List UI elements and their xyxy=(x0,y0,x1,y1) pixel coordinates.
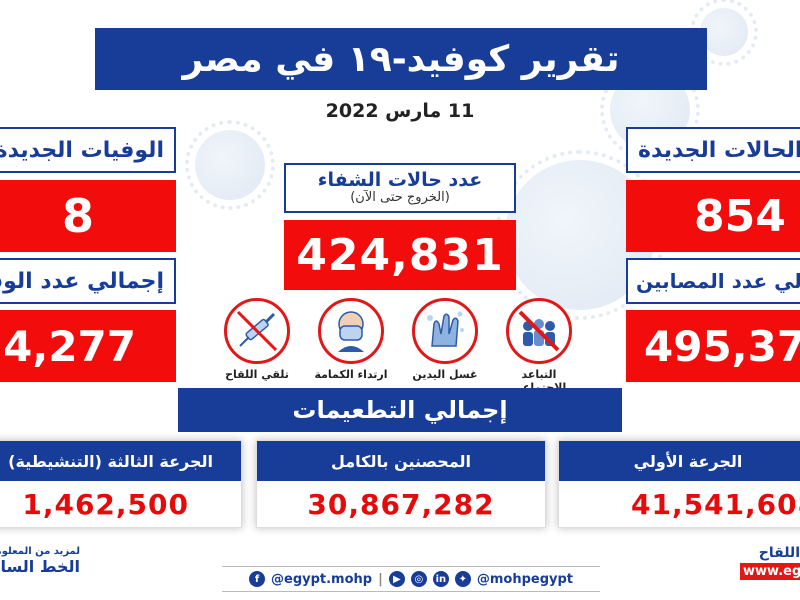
hand-washing-icon xyxy=(412,298,478,364)
instagram-icon[interactable]: ◎ xyxy=(410,571,427,587)
new-deaths-label-text: الوفيات الجديدة xyxy=(0,137,164,163)
face-mask-label: ارتداء الكمامة xyxy=(314,368,388,381)
footer-url[interactable]: www.egy xyxy=(740,563,800,580)
total-deaths-label-text: إجمالي عدد الوفيات xyxy=(0,268,164,294)
fully-vaccinated-value: 30,867,282 xyxy=(307,487,495,521)
new-cases-label: الحالات الجديدة xyxy=(626,127,800,173)
virus-decoration xyxy=(185,120,275,210)
new-cases-label-text: الحالات الجديدة xyxy=(638,137,800,163)
facebook-handle[interactable]: @egypt.mohp xyxy=(271,571,373,587)
youtube-icon[interactable]: ▶ xyxy=(388,571,405,587)
total-cases-label-text: إجمالي عدد المصابين xyxy=(636,269,800,293)
total-cases-label: إجمالي عدد المصابين xyxy=(626,258,800,304)
twitter-icon[interactable]: ✦ xyxy=(454,571,471,587)
vaccinations-banner: إجمالي التطعيمات xyxy=(178,388,622,432)
recovered-value: 424,831 xyxy=(284,220,516,290)
report-date: 11 مارس 2022 xyxy=(325,100,475,122)
recovered-sub-label: (الخروج حتى الآن) xyxy=(350,190,450,206)
first-dose-value: 41,541,608 xyxy=(631,487,800,521)
social-distancing-icon xyxy=(506,298,572,364)
linkedin-icon[interactable]: in xyxy=(432,571,449,587)
total-deaths-value: 24,277 xyxy=(0,310,176,382)
new-deaths-label: الوفيات الجديدة xyxy=(0,127,176,173)
footer-social-bar: f @egypt.mohp | ▶ ◎ in ✦ @mohpegypt xyxy=(222,566,600,592)
footer-info-left: لمزيد من المعلومات الخط الساخن xyxy=(0,546,80,576)
footer-hotline: الخط الساخن xyxy=(0,557,80,576)
recovered-label-text: عدد حالات الشفاء xyxy=(317,169,483,192)
report-title: تقرير كوفيد-١٩ في مصر xyxy=(95,28,707,90)
hand-washing-label: غسل اليدين xyxy=(412,368,478,381)
facebook-icon[interactable]: f xyxy=(249,571,265,587)
total-cases-value: 495,374 xyxy=(626,310,800,382)
footer-info-line1: لمزيد من المعلومات xyxy=(0,546,80,557)
vaccine-syringe-icon xyxy=(224,298,290,364)
vaccine-label: تلقي اللقاح xyxy=(225,368,289,381)
face-mask-icon xyxy=(318,298,384,364)
new-deaths-value: 8 xyxy=(0,180,176,252)
booster-card: الجرعة الثالثة (التنشيطية) 1,462,500 xyxy=(0,440,242,528)
booster-value: 1,462,500 xyxy=(22,487,189,521)
new-cases-value: 854 xyxy=(626,180,800,252)
fully-vaccinated-card: المحصنين بالكامل 30,867,282 xyxy=(256,440,546,528)
footer-info-right: اللقاح www.egy xyxy=(740,545,800,580)
first-dose-card: الجرعة الأولي 41,541,608 xyxy=(558,440,800,528)
recovered-label: عدد حالات الشفاء (الخروج حتى الآن) xyxy=(284,163,516,213)
first-dose-label: الجرعة الأولي xyxy=(559,441,800,481)
footer-separator: | xyxy=(378,571,383,587)
virus-decoration xyxy=(690,0,758,66)
booster-label: الجرعة الثالثة (التنشيطية) xyxy=(0,441,241,481)
total-deaths-label: إجمالي عدد الوفيات xyxy=(0,258,176,304)
footer-vaccine-text: اللقاح xyxy=(758,545,800,561)
social-handle[interactable]: @mohpegypt xyxy=(476,571,573,587)
fully-vaccinated-label: المحصنين بالكامل xyxy=(257,441,545,481)
